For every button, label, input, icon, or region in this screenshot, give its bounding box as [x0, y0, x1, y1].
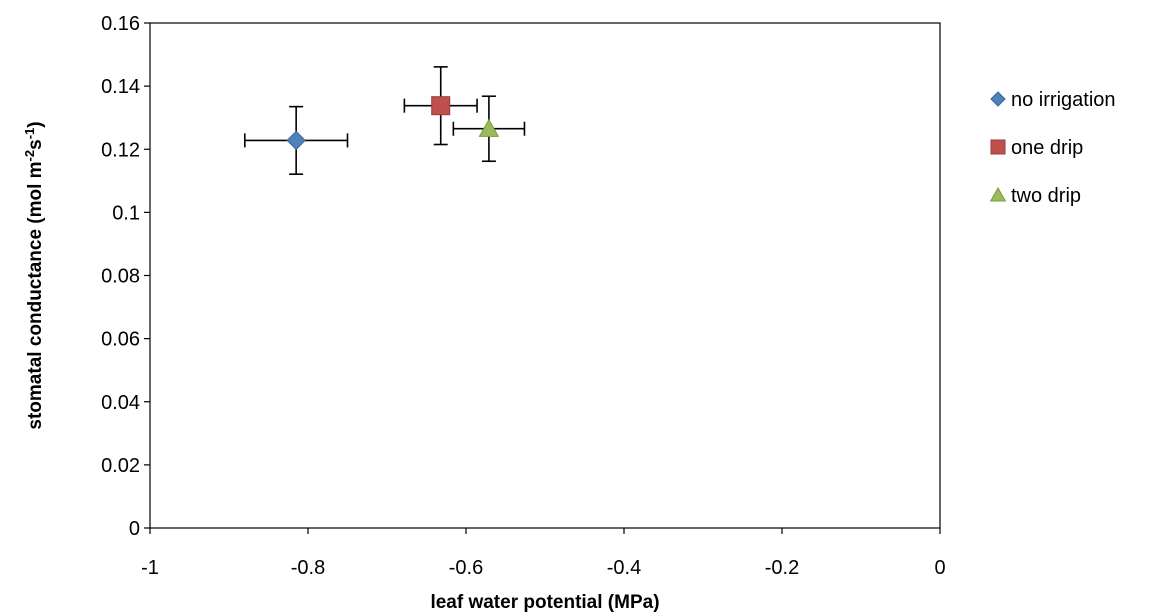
series-point-group [452, 95, 526, 163]
y-axis-ticks: 0 0.02 0.04 0.06 0.08 0.1 0.12 0.14 0.16 [101, 13, 150, 540]
x-tick-label: -0.4 [607, 557, 641, 579]
data-point-square [431, 96, 451, 116]
y-tick-label: 0.06 [101, 329, 140, 351]
x-tick-label: -0.6 [449, 557, 483, 579]
plot-frame [149, 22, 941, 529]
legend-label: one drip [1011, 137, 1083, 159]
y-axis-title: stomatal conductance (mol m-2s-1) [22, 121, 46, 429]
y-tick-label: 0.02 [101, 455, 140, 477]
y-axis-title-sup2: -1 [22, 128, 37, 140]
y-axis-title-middle: s [25, 139, 46, 150]
x-tick-label: -1 [141, 557, 159, 579]
legend-marker-diamond [990, 91, 1006, 107]
legend: no irrigation one drip two drip [989, 89, 1116, 207]
plot-area [149, 22, 941, 529]
y-axis-title-sup1: -2 [22, 150, 37, 162]
legend-marker-square [990, 139, 1006, 155]
y-tick-label: 0.1 [112, 202, 140, 224]
legend-item: two drip [989, 185, 1081, 207]
x-axis-title: leaf water potential (MPa) [430, 592, 659, 613]
legend-marker-triangle [989, 186, 1007, 202]
legend-item: one drip [990, 137, 1083, 159]
y-axis-title-suffix: ) [25, 121, 46, 127]
y-tick-label: 0.04 [101, 392, 140, 414]
data-point-triangle [478, 118, 500, 137]
y-axis-title-prefix: stomatal conductance (mol m [25, 161, 46, 429]
x-tick-label: -0.8 [291, 557, 325, 579]
x-tick-label: 0 [934, 557, 945, 579]
series-point-group [403, 66, 478, 146]
x-tick-label: -0.2 [765, 557, 799, 579]
legend-item: no irrigation [990, 89, 1116, 111]
series-layer [244, 66, 526, 175]
legend-label: no irrigation [1011, 89, 1116, 111]
y-tick-label: 0.08 [101, 266, 140, 288]
series-point-group [244, 105, 349, 175]
y-tick-label: 0.14 [101, 76, 140, 98]
y-tick-label: 0.16 [101, 13, 140, 35]
data-point-diamond [286, 130, 306, 151]
y-tick-label: 0.12 [101, 139, 140, 161]
legend-label: two drip [1011, 185, 1081, 207]
x-axis-ticks: -1 -0.8 -0.6 -0.4 -0.2 0 [141, 528, 946, 579]
y-tick-label: 0 [129, 518, 140, 540]
